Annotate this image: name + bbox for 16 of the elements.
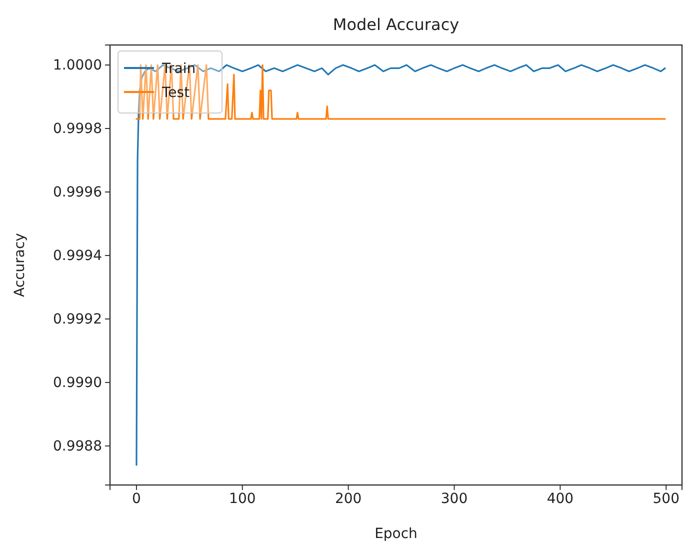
y-tick-label: 0.9988 xyxy=(53,438,102,454)
x-tick-label: 100 xyxy=(229,490,256,507)
chart-title: Model Accuracy xyxy=(332,15,460,34)
y-tick-label: 0.9994 xyxy=(53,248,102,264)
y-tick-label: 0.9992 xyxy=(53,311,102,328)
x-tick-label: 400 xyxy=(546,490,574,507)
x-tick-label: 200 xyxy=(334,490,362,507)
x-tick-label: 0 xyxy=(132,490,141,507)
x-tick-label: 500 xyxy=(652,490,680,507)
y-tick-label: 0.9990 xyxy=(53,374,102,391)
y-axis-title: Accuracy xyxy=(12,233,28,297)
y-tick-label: 1.0000 xyxy=(53,57,102,74)
x-tick-label: 300 xyxy=(440,490,468,507)
y-tick-label: 0.9998 xyxy=(53,120,102,137)
y-tick-label: 0.9996 xyxy=(53,184,102,200)
x-axis-title: Epoch xyxy=(374,526,418,542)
